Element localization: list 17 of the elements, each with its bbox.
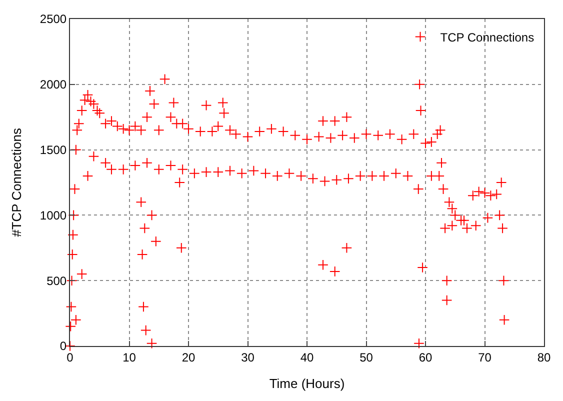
x-tick-label: 50 (360, 350, 374, 364)
x-tick-label: 10 (122, 350, 136, 364)
x-tick-label: 60 (418, 350, 432, 364)
y-tick-label: 1500 (40, 143, 67, 157)
x-tick-label: 40 (300, 350, 314, 364)
x-tick-label: 20 (182, 350, 196, 364)
y-tick-label: 500 (46, 274, 67, 288)
y-tick-label: 2500 (40, 12, 67, 26)
y-axis-title: #TCP Connections (8, 128, 24, 237)
x-tick-label: 80 (537, 350, 551, 364)
x-tick-label: 30 (241, 350, 255, 364)
x-tick-label: 70 (478, 350, 492, 364)
legend-label: TCP Connections (440, 30, 534, 44)
y-tick-label: 2000 (40, 78, 67, 92)
y-tick-label: 1000 (40, 208, 67, 222)
x-axis-title: Time (Hours) (269, 376, 345, 391)
y-tick-label: 0 (60, 339, 67, 354)
